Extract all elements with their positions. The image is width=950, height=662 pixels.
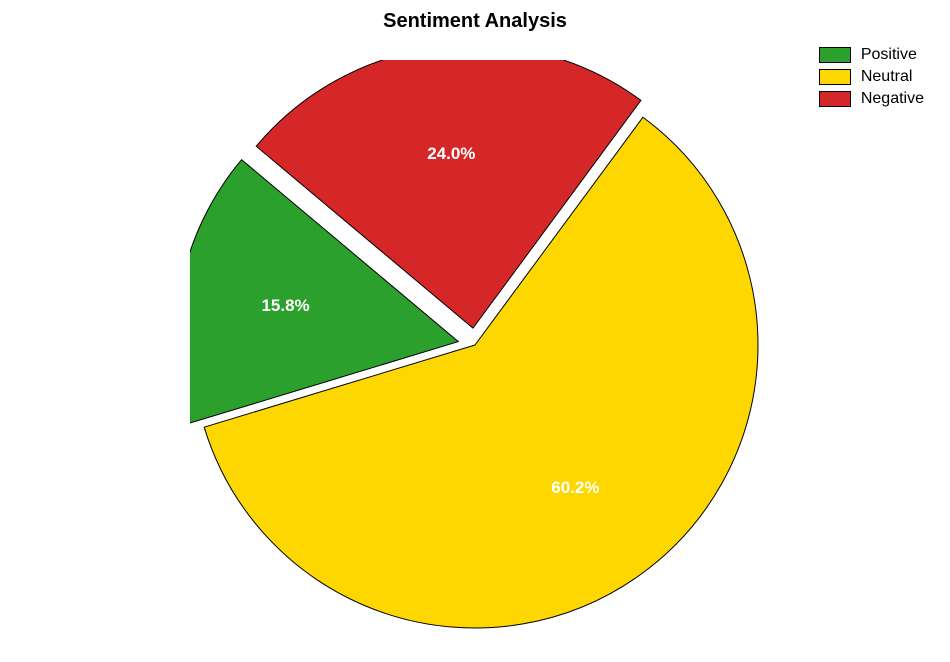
legend-swatch-positive (819, 47, 851, 63)
legend: Positive Neutral Negative (819, 46, 924, 108)
legend-label-negative: Negative (861, 90, 924, 108)
slice-label-neutral: 60.2% (551, 478, 599, 498)
slice-label-negative: 24.0% (427, 144, 475, 164)
legend-swatch-negative (819, 91, 851, 107)
legend-label-neutral: Neutral (861, 68, 913, 86)
chart-title: Sentiment Analysis (0, 10, 950, 33)
legend-item-neutral: Neutral (819, 68, 924, 86)
legend-item-negative: Negative (819, 90, 924, 108)
sentiment-pie-chart: Sentiment Analysis Positive Neutral Nega… (0, 0, 950, 662)
legend-item-positive: Positive (819, 46, 924, 64)
legend-swatch-neutral (819, 69, 851, 85)
legend-label-positive: Positive (861, 46, 917, 64)
slice-label-positive: 15.8% (261, 296, 309, 316)
